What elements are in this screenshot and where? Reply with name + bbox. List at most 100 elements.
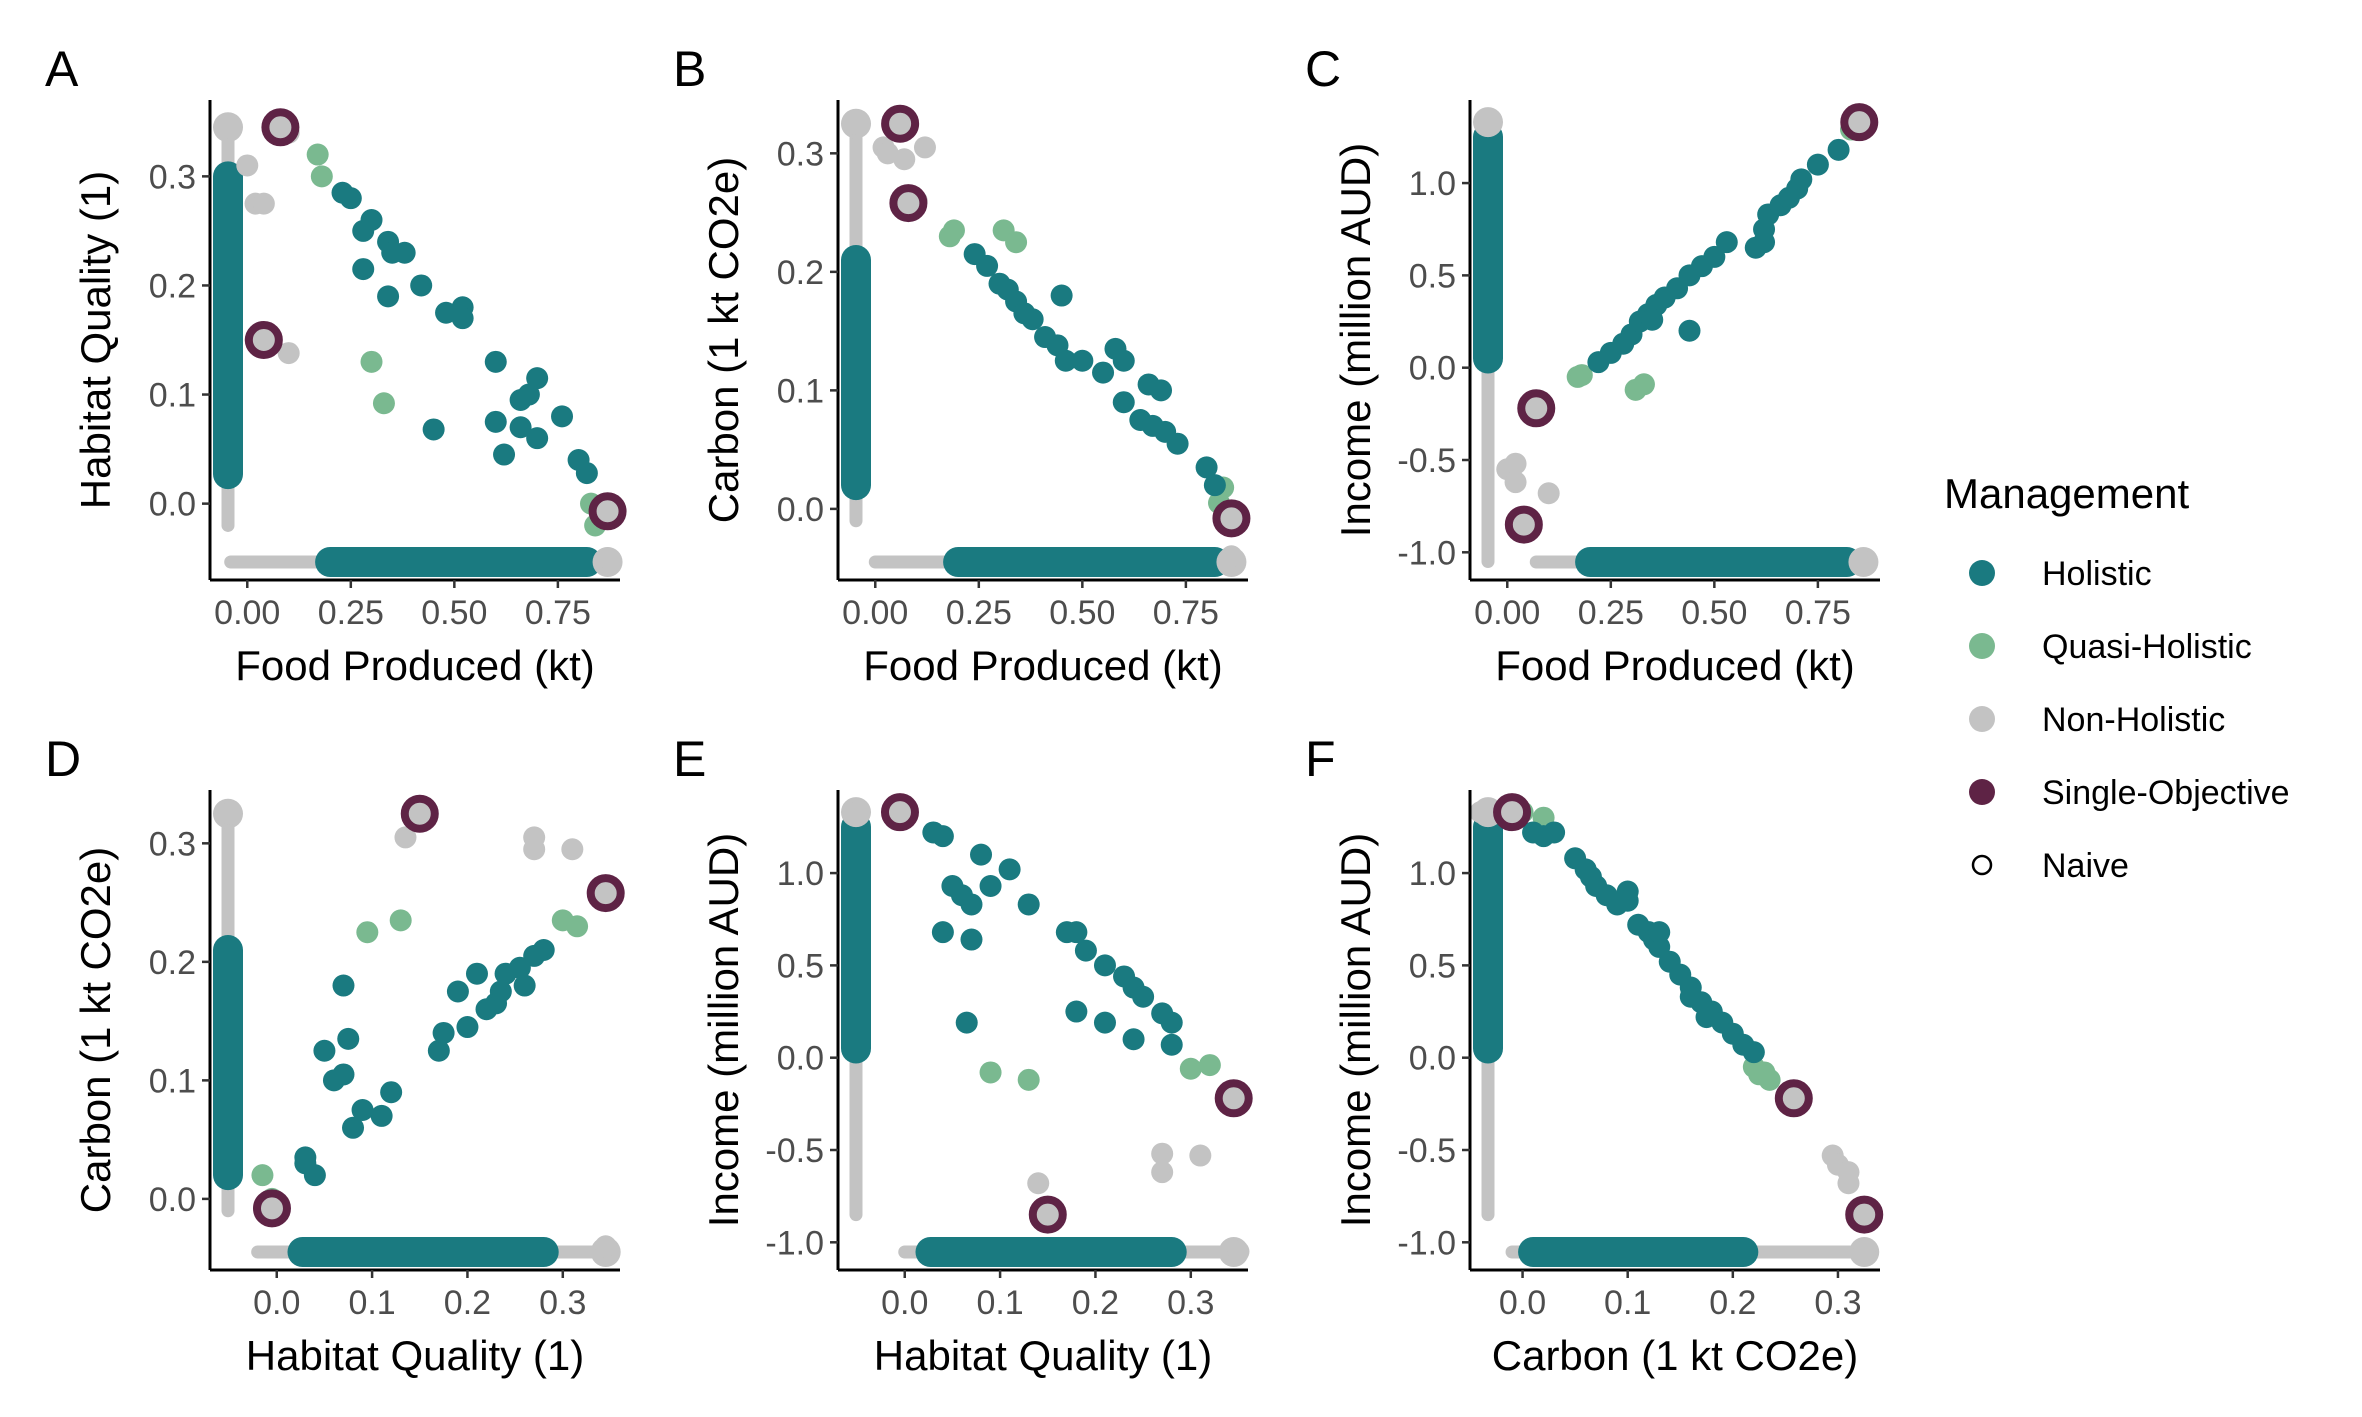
y-tick-label: 0.0 [1409,350,1456,388]
legend-key-holistic [1969,560,1995,586]
x-tick-label: 0.1 [976,1284,1023,1322]
y-tick-label: 0.5 [1409,257,1456,295]
point-holistic [998,858,1021,881]
point-holistic [1679,985,1702,1008]
legend-title: Management [1944,470,2189,517]
panel-tag: C [1305,41,1341,97]
legend-label: Naive [2042,847,2129,885]
point-single-objective [244,321,283,359]
point-holistic [337,1027,360,1050]
point-single-objective [586,874,625,913]
point-single-objective [889,184,928,223]
point-holistic [1166,432,1189,455]
point-holistic [446,980,469,1003]
point-quasi-holistic [566,915,589,938]
x-tick-label: 0.00 [1474,594,1540,632]
x-tick-label: 0.0 [253,1284,300,1322]
point-non-holistic [1151,1142,1174,1165]
point-holistic [465,962,488,985]
point-holistic [1806,153,1829,176]
y-tick-label: 0.3 [149,825,196,863]
y-tick-label: -0.5 [765,1132,824,1170]
point-single-objective [588,492,627,531]
point-holistic [1150,379,1173,402]
point-quasi-holistic [942,219,965,242]
point-quasi-holistic [1570,364,1593,387]
point-quasi-holistic [356,921,379,944]
point-quasi-holistic [360,350,383,373]
point-holistic [432,1021,455,1044]
x-tick-label: 0.3 [1814,1284,1861,1322]
point-non-holistic [1475,111,1498,134]
x-tick-label: 0.2 [444,1284,491,1322]
point-holistic [1616,889,1639,912]
point-non-holistic [913,136,936,159]
y-tick-label: 0.0 [777,491,824,529]
y-tick-label: 0.1 [777,372,824,410]
point-non-holistic [846,801,869,824]
panel-c: 0.00 0.25 0.50 0.75 -1.0 -0.5 0.0 0.5 1.0 Food Pr… [1305,41,1880,689]
legend-label: Holistic [2042,555,2152,593]
point-holistic [339,187,362,210]
point-holistic [427,1039,450,1062]
point-holistic [970,843,993,866]
point-holistic [352,219,375,242]
point-non-holistic [1151,1161,1174,1184]
point-single-objective [1493,793,1532,832]
legend: Management Holistic Quasi-Holistic Non-Holi… [1944,470,2290,885]
point-holistic [526,367,549,390]
point-holistic [351,1099,374,1121]
point-holistic [931,921,954,944]
point-quasi-holistic [1179,1057,1202,1080]
point-quasi-holistic [372,392,395,415]
point-holistic [1112,349,1135,372]
point-single-objective [1840,103,1879,142]
point-holistic [410,274,433,297]
point-holistic [979,875,1002,897]
point-non-holistic [394,826,417,849]
point-holistic [451,307,474,330]
x-axis-title: Habitat Quality (1) [246,1332,584,1379]
point-holistic [1065,921,1088,944]
y-tick-label: 0.5 [1409,947,1456,985]
panel-a: 0.00 0.25 0.50 0.75 0.0 0.1 0.2 0.3 Food Produce… [45,41,627,689]
point-holistic [517,383,540,406]
y-tick-label: 0.2 [149,944,196,982]
point-holistic [1093,954,1116,977]
x-tick-label: 0.25 [1578,594,1644,632]
point-holistic [1703,245,1726,268]
point-holistic [1160,1033,1183,1056]
point-non-holistic [1537,482,1560,505]
point-holistic [1112,391,1135,414]
point-holistic [313,1039,336,1062]
y-tick-label: -1.0 [1397,534,1456,572]
point-holistic [513,974,536,997]
point-quasi-holistic [251,1164,274,1187]
x-tick-label: 0.0 [1499,1284,1546,1322]
panel-f: 0.0 0.1 0.2 0.3 -1.0 -0.5 0.0 0.5 1.0 Carbon (1 k… [1305,731,1884,1379]
point-holistic [1132,985,1155,1008]
x-axis-title: Food Produced (kt) [863,642,1223,689]
point-holistic [1790,168,1813,191]
point-non-holistic [843,112,866,135]
x-tick-label: 0.00 [214,594,280,632]
point-holistic [955,1011,978,1034]
y-tick-label: 0.0 [1409,1040,1456,1078]
point-single-objective [1774,1079,1813,1118]
point-holistic [493,443,516,466]
point-holistic [509,416,532,439]
y-tick-label: 0.3 [777,135,824,173]
point-holistic [976,254,999,277]
point-non-holistic [523,838,546,861]
point-single-objective [880,793,919,832]
point-single-objective [1504,505,1543,544]
point-non-holistic [218,802,241,825]
point-holistic [1021,308,1044,331]
point-holistic [332,1063,355,1086]
point-holistic [456,1016,479,1039]
y-axis-title: Income (million AUD) [700,833,747,1227]
point-holistic [931,825,954,848]
point-holistic [435,301,458,324]
point-holistic [551,405,574,428]
x-tick-label: 0.3 [1167,1284,1214,1322]
